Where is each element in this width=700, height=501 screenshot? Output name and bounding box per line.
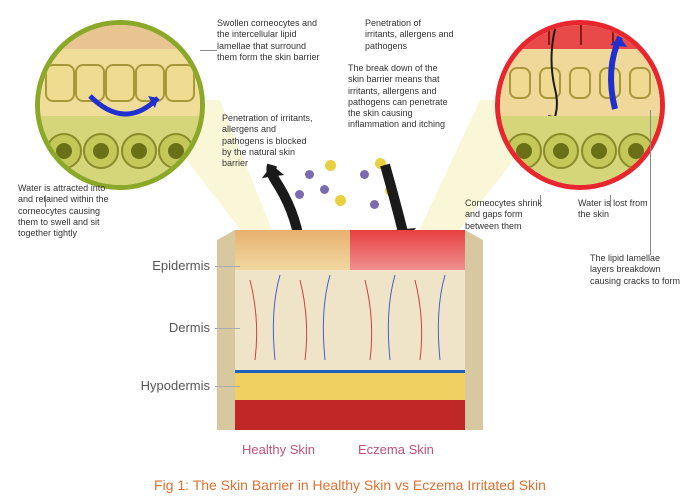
hypodermis-layer <box>350 370 465 400</box>
annotation-penetration-header: Penetration of irritants, allergens and … <box>365 18 455 52</box>
epidermis-label: Epidermis <box>110 258 210 273</box>
base-cell <box>46 133 82 169</box>
pathogen-particle-icon <box>325 160 336 171</box>
epidermis-layer <box>350 230 465 270</box>
water-retention-arrow-icon <box>80 86 170 136</box>
base-cell <box>543 133 579 169</box>
annotation-corneocytes-shrink: Corneocytes shrink and gaps form between… <box>465 198 555 232</box>
muscle-layer <box>350 400 465 430</box>
connector-line <box>610 195 611 207</box>
base-cell <box>83 133 119 169</box>
block-3d-side-icon <box>465 230 483 430</box>
connector-line <box>200 50 217 51</box>
surface-crack <box>580 25 582 45</box>
healthy-surface <box>40 25 200 49</box>
eczema-skin-half <box>350 230 465 430</box>
hypodermis-label: Hypodermis <box>110 378 210 393</box>
healthy-skin-label: Healthy Skin <box>242 442 315 457</box>
healthy-base-layer <box>40 116 200 185</box>
base-cell <box>158 133 194 169</box>
connector-line <box>540 195 541 207</box>
annotation-swollen: Swollen corneocytes and the intercellula… <box>217 18 327 63</box>
irritant-particle-icon <box>320 185 329 194</box>
corneocyte-cell <box>45 64 75 102</box>
shrunk-corneocyte-cell <box>569 67 591 99</box>
irritant-particle-icon <box>360 170 369 179</box>
epidermis-layer <box>235 230 350 270</box>
diagram-container: Swollen corneocytes and the intercellula… <box>0 0 700 501</box>
connector-line <box>650 110 651 255</box>
healthy-magnified-circle <box>35 20 205 190</box>
connector-line <box>45 195 46 207</box>
eczema-skin-label: Eczema Skin <box>358 442 434 457</box>
dermis-vessels-icon <box>350 270 465 370</box>
base-cell <box>121 133 157 169</box>
skin-cross-section <box>235 230 465 450</box>
block-3d-side-icon <box>217 230 235 430</box>
dermis-vessels-icon <box>235 270 350 370</box>
base-cell <box>506 133 542 169</box>
pathogen-particle-icon <box>335 195 346 206</box>
eczema-corneocyte-layer <box>500 49 660 116</box>
dermis-label: Dermis <box>110 320 210 335</box>
annotation-lipid-breakdown: The lipid lamellae layers breakdown caus… <box>590 253 685 287</box>
dermis-layer <box>235 270 350 370</box>
eczema-magnified-circle <box>495 20 665 190</box>
eczema-base-layer <box>500 116 660 185</box>
base-cell <box>581 133 617 169</box>
hypodermis-layer <box>235 370 350 400</box>
annotation-water-retained: Water is attracted into and retained wit… <box>18 183 118 239</box>
water-loss-arrow-icon <box>595 29 645 119</box>
figure-caption: Fig 1: The Skin Barrier in Healthy Skin … <box>0 477 700 493</box>
dermis-layer <box>350 270 465 370</box>
muscle-layer <box>235 400 350 430</box>
shrunk-corneocyte-cell <box>509 67 531 99</box>
base-cell <box>618 133 654 169</box>
annotation-breakdown: The break down of the skin barrier means… <box>348 63 453 131</box>
healthy-skin-half <box>235 230 350 430</box>
annotation-water-lost: Water is lost from the skin <box>578 198 658 221</box>
penetration-arrow-icon <box>540 29 570 129</box>
